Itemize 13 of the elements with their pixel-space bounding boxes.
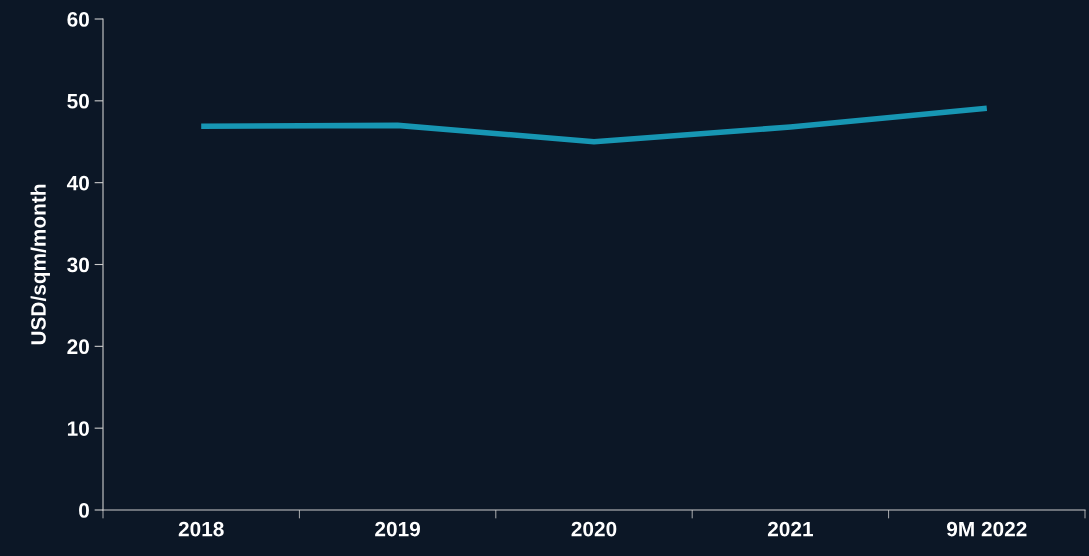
x-tick-label: 2019 bbox=[375, 521, 420, 537]
y-tick-label: 60 bbox=[67, 12, 89, 27]
x-tick-label: 2020 bbox=[571, 521, 617, 537]
y-tick-label: 10 bbox=[67, 421, 89, 436]
x-tick-label: 9M 2022 bbox=[946, 521, 1027, 537]
x-tick-label: 2021 bbox=[767, 521, 813, 537]
y-tick-label: 40 bbox=[66, 175, 89, 191]
y-tick-label: 20 bbox=[67, 339, 89, 355]
y-tick-label: 50 bbox=[67, 93, 89, 109]
y-axis-title: USD/sqm/month bbox=[30, 184, 50, 345]
y-tick-label: 30 bbox=[67, 257, 89, 273]
x-tick-label: 2018 bbox=[178, 521, 224, 537]
y-tick-label: 0 bbox=[79, 503, 89, 518]
